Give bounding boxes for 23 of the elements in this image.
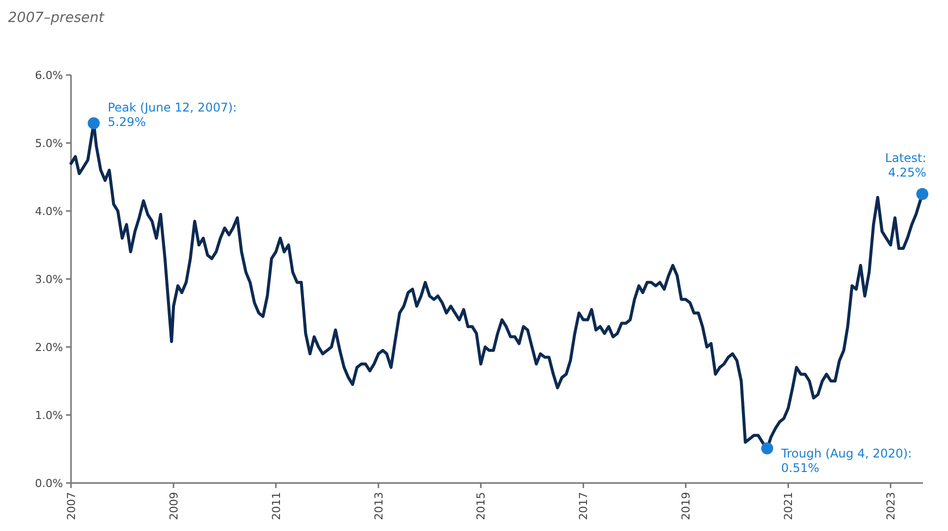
y-tick-label: 0.0%	[35, 476, 63, 490]
y-tick-label: 6.0%	[35, 68, 63, 82]
x-tick-label: 2009	[167, 492, 180, 520]
x-tick-label: 2023	[884, 492, 898, 520]
chart-subtitle: 2007–present	[8, 10, 105, 26]
y-tick-label: 1.0%	[35, 408, 63, 422]
annotation: Trough (Aug 4, 2020): 0.51%	[780, 446, 912, 475]
annotation: Latest: 4.25%	[885, 151, 926, 180]
x-tick-label: 2007	[64, 492, 78, 520]
point	[761, 442, 774, 454]
point	[916, 188, 928, 200]
point	[88, 117, 100, 130]
x-tick-label: 2021	[782, 492, 796, 520]
y-tick-label: 5.0%	[35, 136, 63, 150]
x-tick-label: 2019	[680, 492, 693, 520]
x-tick-label: 2011	[270, 492, 283, 520]
x-tick-label: 2013	[372, 492, 386, 520]
y-tick-label: 4.0%	[35, 204, 63, 218]
x-tick-label: 2015	[474, 492, 488, 520]
y-tick-label: 2.0%	[35, 340, 63, 354]
y-tick-label: 3.0%	[35, 272, 63, 286]
x-tick-label: 2017	[577, 492, 590, 520]
annotation: Peak (June 12, 2007): 5.29%	[108, 100, 237, 129]
